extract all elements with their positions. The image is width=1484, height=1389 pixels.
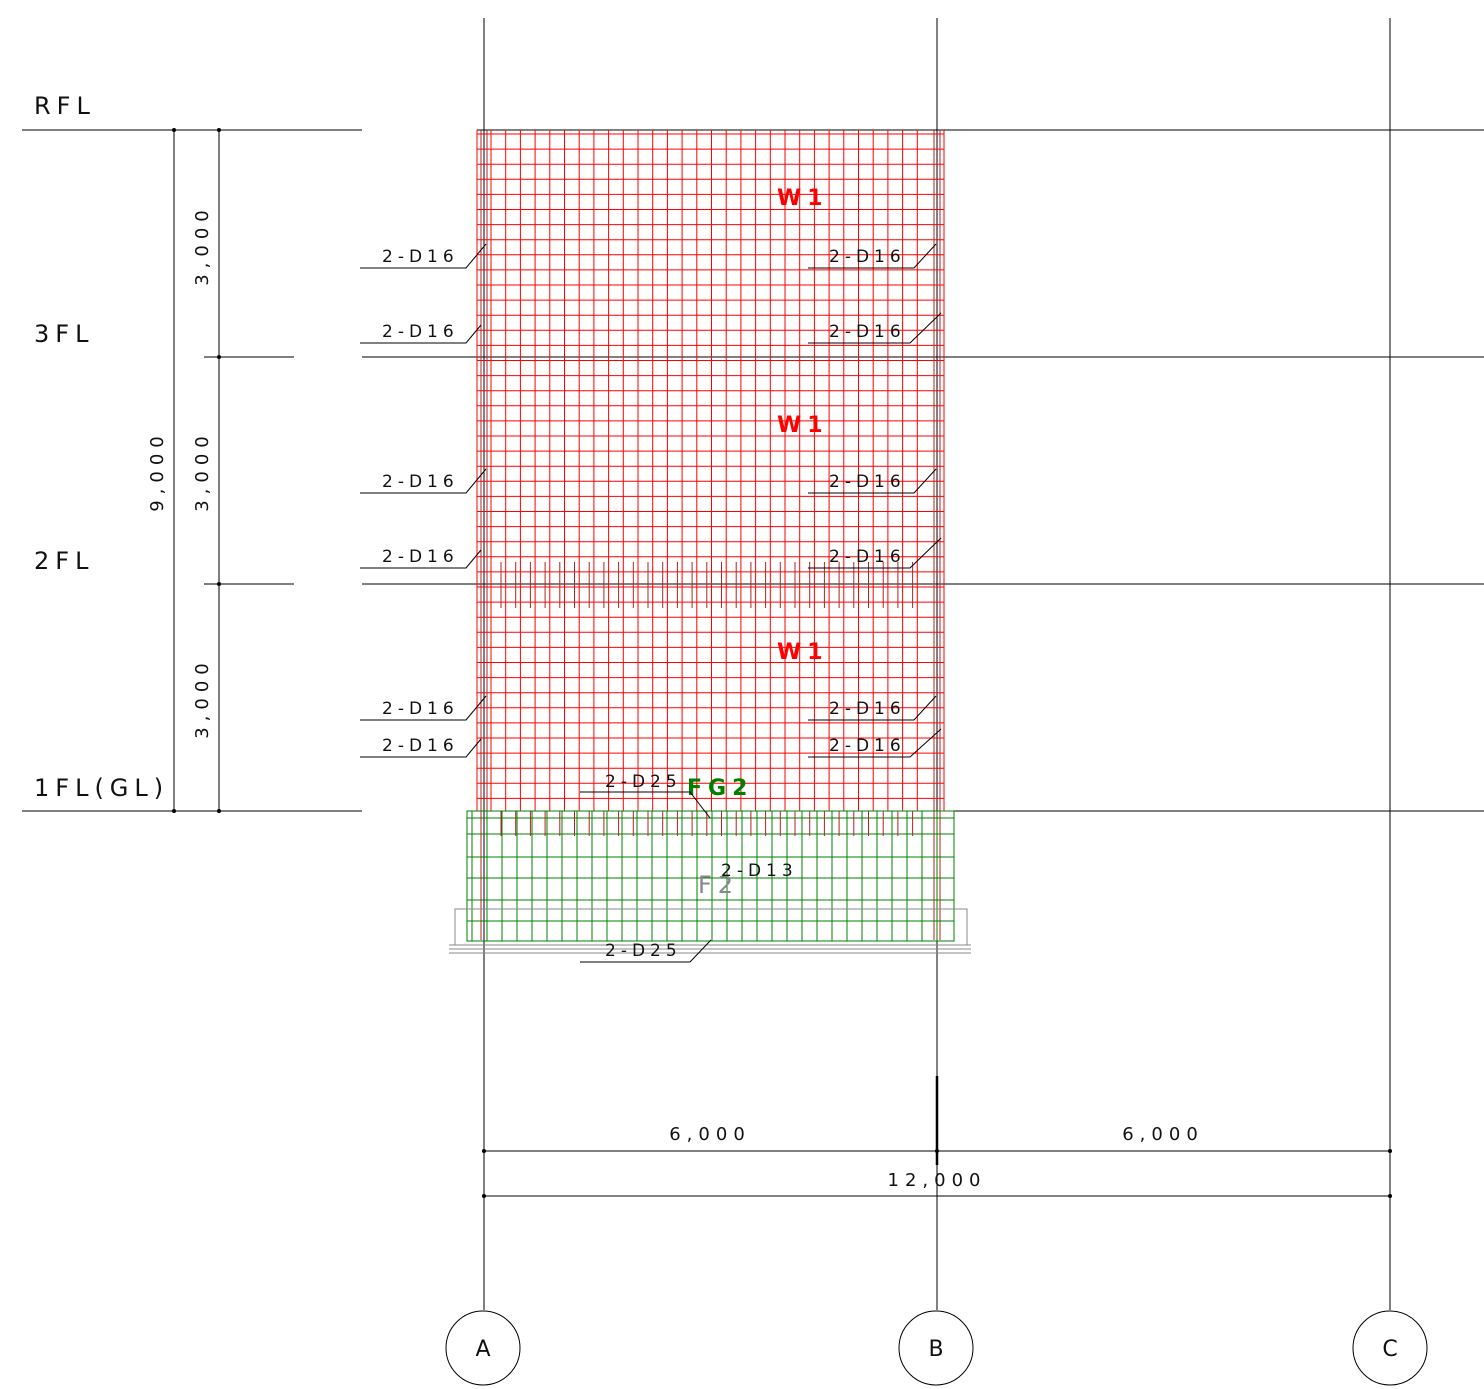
level-label-2fl: 2FL: [34, 547, 94, 575]
rebar-note: 2-D16: [382, 699, 459, 719]
dim-dot: [935, 1149, 939, 1153]
rebar-note-beam-web: 2-D13: [721, 861, 798, 881]
axis-label-b: B: [928, 1337, 943, 1362]
wall-label-1f: W1: [777, 640, 829, 665]
dim-dot: [1388, 1149, 1392, 1153]
leader-line: [808, 468, 937, 494]
column-rebar: [476, 130, 945, 940]
dim-dot: [217, 582, 221, 586]
rebar-note: 2-D16: [829, 472, 906, 492]
leader-line: [808, 537, 942, 569]
dim-dot: [217, 809, 221, 813]
dim-span-a-b: 6,000: [669, 1124, 751, 1145]
rebar-note: 2-D16: [382, 736, 459, 756]
dim-span-b-c: 6,000: [1122, 1124, 1204, 1145]
leader-line: [580, 791, 711, 819]
dim-dot: [217, 355, 221, 359]
leader-line: [360, 738, 482, 758]
level-lines: [22, 129, 1484, 812]
axis-bubble-a: [445, 1310, 521, 1386]
axis-label-c: C: [1382, 1337, 1397, 1362]
leader-line: [580, 939, 712, 963]
footing: [449, 908, 971, 954]
wall-label-2f: W1: [777, 413, 829, 438]
leader-line: [808, 695, 937, 721]
dim-total-width: 12,000: [888, 1170, 987, 1191]
dim-story-2fl-1fl: 3,000: [192, 657, 213, 739]
footing-label: F2: [698, 871, 739, 899]
rebar-note: 2-D16: [829, 247, 906, 267]
dim-dot: [172, 128, 176, 132]
grid-axis-lines: [483, 18, 1391, 1310]
wall-rebar-mesh: [477, 130, 944, 811]
rebar-note: 2-D16: [829, 736, 906, 756]
dim-dot: [1388, 1194, 1392, 1198]
rebar-note: 2-D16: [382, 247, 459, 267]
vertical-dimensions: 3,000 3,000 3,000 9,000: [147, 128, 362, 813]
rebar-note: 2-D16: [382, 547, 459, 567]
rebar-note-beam-bottom: 2-D25: [605, 941, 682, 961]
dim-story-rfl-3fl: 3,000: [192, 204, 213, 286]
rebar-notes-column-a: 2-D16 2-D16 2-D16 2-D16 2-D16 2-D16: [360, 243, 487, 758]
rebar-note: 2-D16: [382, 472, 459, 492]
member-labels: W1 W1 W1 FG2 F2: [687, 186, 829, 899]
level-label-1fl: 1FL(GL): [34, 774, 169, 802]
dim-dot: [482, 1194, 486, 1198]
axis-label-a: A: [475, 1337, 490, 1362]
rebar-note: 2-D16: [829, 699, 906, 719]
axis-bubble-c: [1352, 1310, 1428, 1386]
rebar-notes-column-b: 2-D16 2-D16 2-D16 2-D16 2-D16 2-D16: [808, 243, 942, 758]
leader-line: [808, 243, 937, 269]
leader-line: [360, 468, 487, 494]
wall-label-3f: W1: [777, 186, 829, 211]
dim-dot: [482, 1149, 486, 1153]
beam-rebar-notes: 2-D25 2-D13 2-D25: [580, 772, 798, 963]
level-label-3fl: 3FL: [34, 320, 94, 348]
leader-line: [360, 549, 482, 569]
level-label-rfl: RFL: [34, 92, 96, 120]
leader-line: [360, 695, 487, 721]
beam-label: FG2: [687, 776, 753, 801]
starter-bars-2fl: [500, 562, 914, 608]
leader-line: [808, 312, 942, 344]
rebar-note: 2-D16: [382, 322, 459, 342]
axis-bubble-b: [898, 1310, 974, 1386]
dim-story-3fl-2fl: 3,000: [192, 430, 213, 512]
dim-total-height: 9,000: [147, 430, 168, 512]
level-labels: RFL 3FL 2FL 1FL(GL): [34, 92, 169, 802]
rebar-note: 2-D16: [829, 322, 906, 342]
axis-bubbles: A B C: [445, 1310, 1428, 1386]
dim-dot: [217, 128, 221, 132]
starter-bars-beam: [500, 811, 914, 836]
dim-dot: [172, 809, 176, 813]
leader-line: [808, 728, 942, 758]
foundation-beam-rebar: [467, 811, 954, 941]
horizontal-dimensions: 6,000 6,000 12,000: [482, 1124, 1392, 1198]
rebar-note-beam-top: 2-D25: [605, 772, 682, 792]
leader-line: [360, 243, 487, 269]
leader-line: [360, 324, 482, 344]
rebar-note: 2-D16: [829, 547, 906, 567]
